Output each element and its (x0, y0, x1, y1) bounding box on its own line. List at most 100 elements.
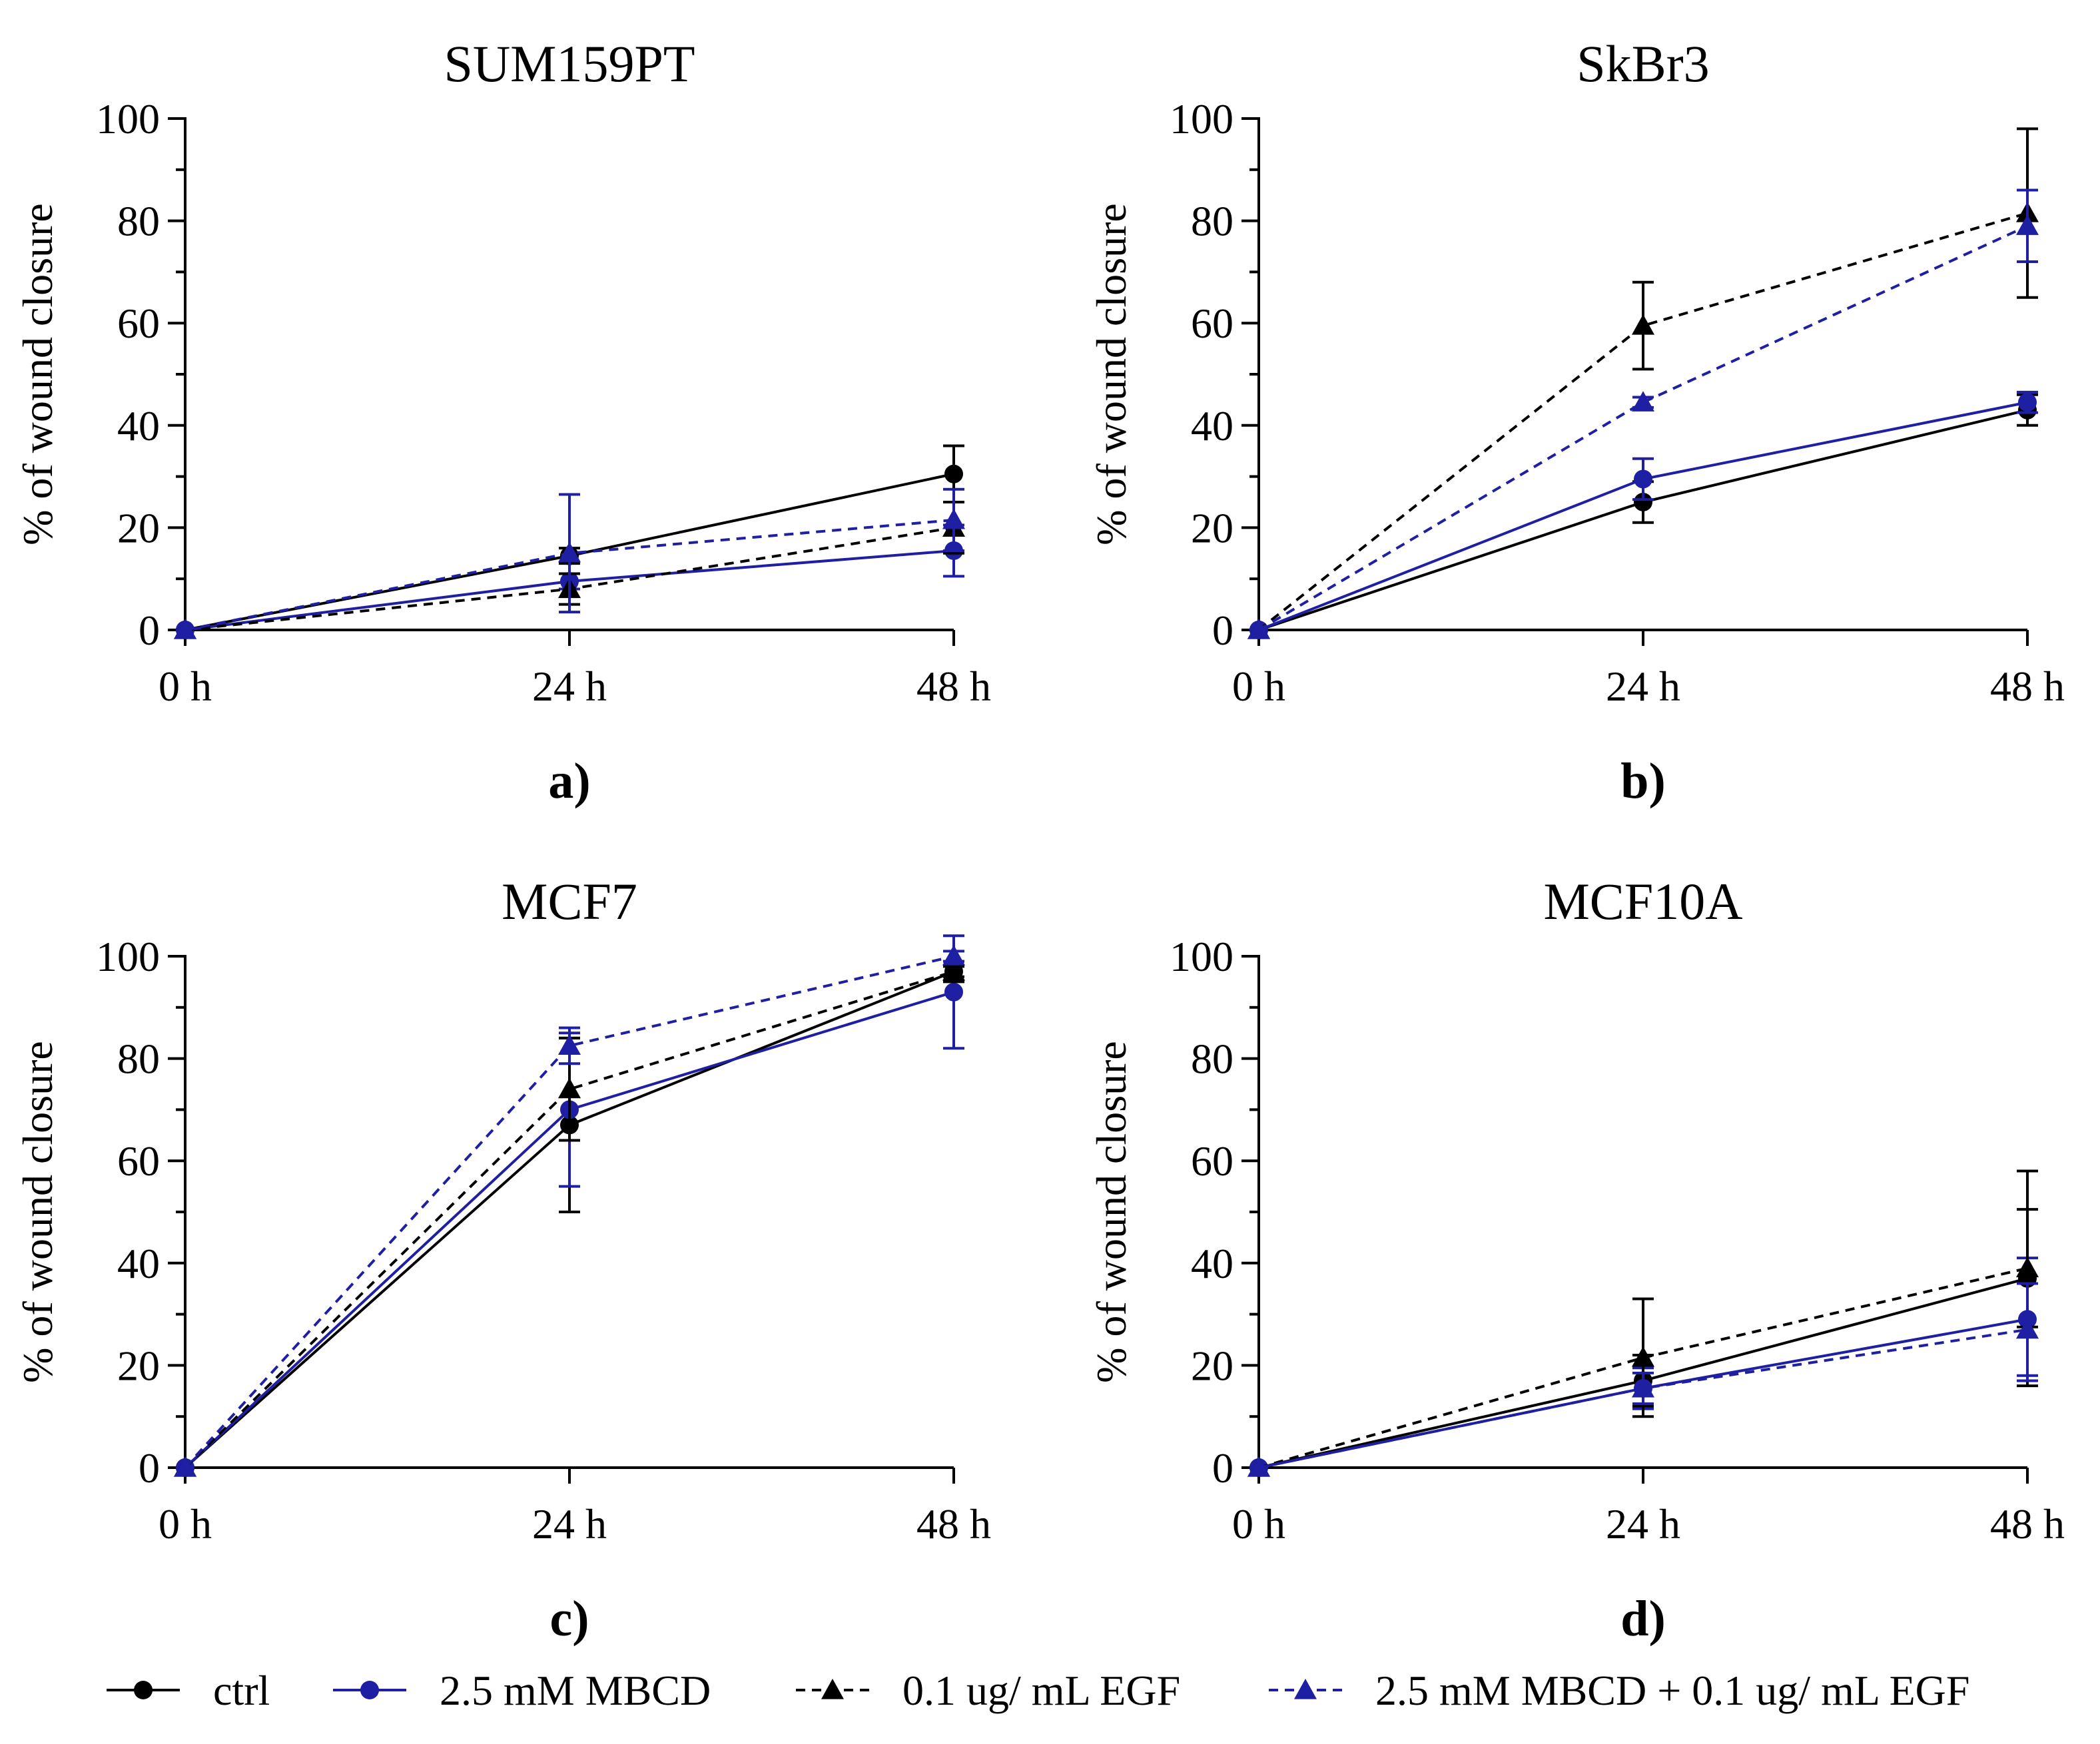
legend-label: ctrl (213, 1667, 270, 1714)
x-tick-label: 48 h (1990, 1500, 2065, 1548)
x-tick-label: 24 h (1606, 663, 1680, 710)
y-tick-label: 20 (117, 1342, 160, 1389)
data-point (174, 1456, 196, 1477)
chart-panel-2: SkBr3 0 20 40 60 80 100 0 h 24 h 48 h % of wound c… (1088, 35, 2065, 809)
data-point (558, 1077, 581, 1099)
chart-title: MCF10A (1543, 872, 1742, 930)
legend-item-2: 2.5 mM MBCD (333, 1667, 711, 1714)
data-point (1632, 1346, 1654, 1367)
y-axis-label: % of wound closure (1088, 1041, 1135, 1383)
data-point (942, 508, 965, 529)
y-tick-label: 100 (96, 933, 160, 980)
legend-label: 2.5 mM MBCD + 0.1 ug/ mL EGF (1375, 1667, 1969, 1714)
legend-item-3: 0.1 ug/ mL EGF (796, 1667, 1180, 1714)
y-tick-label: 0 (139, 1444, 160, 1492)
data-point (942, 960, 965, 981)
legend-marker (1294, 1679, 1317, 1699)
chart-title: SUM159PT (444, 35, 695, 93)
y-tick-label: 40 (117, 1240, 160, 1287)
data-point (944, 464, 963, 483)
y-tick-label: 0 (139, 607, 160, 654)
data-point (1632, 314, 1654, 335)
y-tick-label: 80 (1191, 1035, 1233, 1083)
legend-marker (821, 1679, 844, 1699)
data-point (2016, 1318, 2039, 1339)
legend-item-1: ctrl (107, 1667, 270, 1714)
y-tick-label: 100 (1170, 933, 1233, 980)
panel-label: a) (548, 753, 590, 809)
x-tick-label: 0 h (159, 1500, 212, 1548)
x-tick-label: 48 h (1990, 663, 2065, 710)
y-tick-label: 100 (1170, 95, 1233, 143)
y-tick-label: 40 (1191, 402, 1233, 449)
legend-marker (360, 1681, 379, 1699)
series-1 (1249, 393, 2038, 639)
y-tick-label: 80 (1191, 198, 1233, 245)
chart-panel-3: MCF7 0 20 40 60 80 100 0 h 24 h 48 h % of wound cl… (14, 872, 991, 1647)
y-tick-label: 20 (117, 504, 160, 551)
series-line (184, 970, 954, 1469)
series-4 (174, 487, 965, 639)
x-tick-label: 0 h (159, 663, 212, 710)
legend-label: 0.1 ug/ mL EGF (902, 1667, 1180, 1714)
y-tick-label: 100 (96, 95, 160, 143)
y-axis-label: % of wound closure (14, 203, 61, 545)
x-tick-label: 24 h (1606, 1500, 1680, 1548)
data-point (1247, 619, 1270, 639)
series-line (1257, 212, 2028, 631)
panel-label: d) (1620, 1591, 1666, 1647)
x-tick-label: 24 h (532, 1500, 607, 1548)
chart-panel-1: SUM159PT 0 20 40 60 80 100 0 h 24 h 48 h % of woun… (14, 35, 991, 809)
chart-title: SkBr3 (1576, 35, 1709, 93)
series-4 (174, 945, 965, 1477)
x-tick-label: 24 h (532, 663, 607, 710)
y-tick-label: 60 (1191, 1137, 1233, 1185)
y-tick-label: 80 (117, 198, 160, 245)
data-point (1634, 493, 1652, 511)
data-point (2016, 1257, 2039, 1278)
legend-item-4: 2.5 mM MBCD + 0.1 ug/ mL EGF (1269, 1667, 1969, 1714)
y-tick-label: 0 (1212, 607, 1233, 654)
panel-label: b) (1620, 753, 1666, 809)
y-tick-label: 40 (1191, 1240, 1233, 1287)
chart-title: MCF7 (502, 872, 637, 930)
data-point (558, 541, 581, 563)
series-3 (1247, 1208, 2039, 1477)
y-axis-label: % of wound closure (14, 1041, 61, 1383)
y-tick-label: 80 (117, 1035, 160, 1083)
data-point (558, 1034, 581, 1055)
data-point (2018, 393, 2037, 412)
y-axis-label: % of wound closure (1088, 203, 1135, 545)
legend: ctrl 2.5 mM MBCD 0.1 ug/ mL EGF 2.5 mM MBCD… (107, 1667, 1969, 1714)
series-3 (1247, 127, 2039, 639)
y-tick-label: 20 (1191, 1342, 1233, 1389)
series-4 (1247, 1282, 2039, 1477)
data-point (1632, 1376, 1654, 1398)
data-point (1247, 1456, 1270, 1477)
data-point (944, 982, 963, 1002)
series-line (1257, 224, 2028, 631)
x-tick-label: 48 h (916, 1500, 991, 1548)
x-tick-label: 0 h (1232, 1500, 1285, 1548)
series-4 (1247, 188, 2039, 639)
panel-label: c) (549, 1591, 589, 1647)
data-point (174, 619, 196, 639)
data-point (1632, 391, 1654, 412)
series-line (184, 955, 954, 1469)
data-point (2016, 214, 2039, 235)
x-tick-label: 0 h (1232, 663, 1285, 710)
chart-panel-4: MCF10A 0 20 40 60 80 100 0 h 24 h 48 h % of wound … (1088, 872, 2065, 1647)
y-tick-label: 20 (1191, 504, 1233, 551)
y-tick-label: 60 (117, 1137, 160, 1185)
legend-label: 2.5 mM MBCD (440, 1667, 711, 1714)
legend-marker (134, 1681, 153, 1699)
data-point (942, 945, 965, 966)
y-tick-label: 40 (117, 402, 160, 449)
y-tick-label: 60 (117, 300, 160, 347)
chart-panels: SUM159PT 0 20 40 60 80 100 0 h 24 h 48 h % of woun… (14, 35, 2065, 1647)
x-tick-label: 48 h (916, 663, 991, 710)
y-tick-label: 60 (1191, 300, 1233, 347)
data-point (1634, 469, 1652, 489)
y-tick-label: 0 (1212, 1444, 1233, 1492)
